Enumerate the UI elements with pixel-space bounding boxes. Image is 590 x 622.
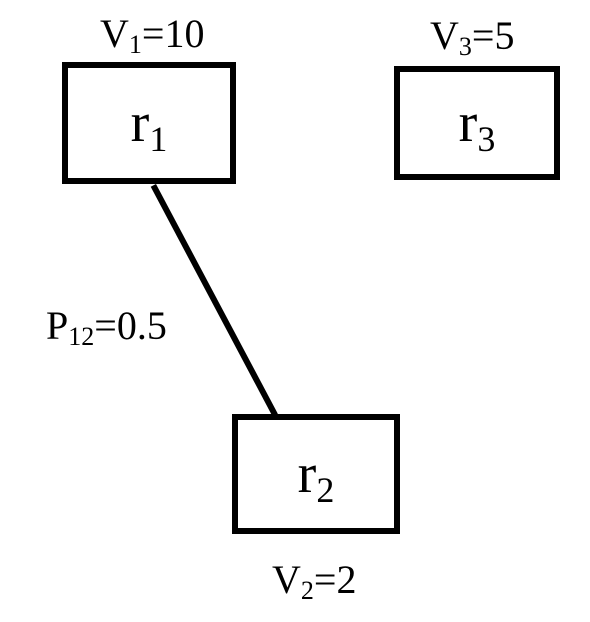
var-label-v2-letter: V — [272, 560, 301, 600]
edge-label-p12: P12=0.5 — [46, 306, 167, 346]
var-label-v3-equals: = — [472, 16, 495, 56]
var-label-v2-equals: = — [314, 560, 337, 600]
var-label-v2: V2=2 — [272, 560, 356, 600]
edge-label-letter: P — [46, 306, 68, 346]
node-r2-letter: r — [298, 446, 317, 502]
edge-r1-r2 — [151, 184, 278, 417]
node-r3: r3 — [394, 66, 560, 180]
var-label-v1-equals: = — [142, 14, 165, 54]
var-label-v1-letter: V — [100, 14, 129, 54]
node-r1-label: r1 — [131, 95, 168, 151]
node-r1-subscript: 1 — [149, 121, 167, 157]
var-label-v3: V3=5 — [430, 16, 514, 56]
var-label-v1-subscript: 1 — [129, 32, 142, 58]
node-r3-label: r3 — [459, 95, 496, 151]
edge-label-value: 0.5 — [117, 306, 167, 346]
var-label-v1: V1=10 — [100, 14, 204, 54]
node-r2-label: r2 — [298, 446, 335, 502]
node-r1-letter: r — [131, 95, 150, 151]
edge-label-subscript: 12 — [68, 324, 94, 350]
node-r2-subscript: 2 — [316, 472, 334, 508]
edge-label-equals: = — [94, 306, 117, 346]
node-r3-letter: r — [459, 95, 478, 151]
var-label-v2-value: 2 — [336, 560, 356, 600]
var-label-v3-subscript: 3 — [459, 34, 472, 60]
var-label-v2-subscript: 2 — [301, 578, 314, 604]
node-r1: r1 — [62, 62, 236, 184]
var-label-v1-value: 10 — [164, 14, 204, 54]
node-r2: r2 — [232, 414, 400, 534]
node-r3-subscript: 3 — [477, 121, 495, 157]
diagram-canvas: P12=0.5 r1 V1=10 r2 V2=2 r3 V3=5 — [0, 0, 590, 622]
var-label-v3-letter: V — [430, 16, 459, 56]
var-label-v3-value: 5 — [494, 16, 514, 56]
